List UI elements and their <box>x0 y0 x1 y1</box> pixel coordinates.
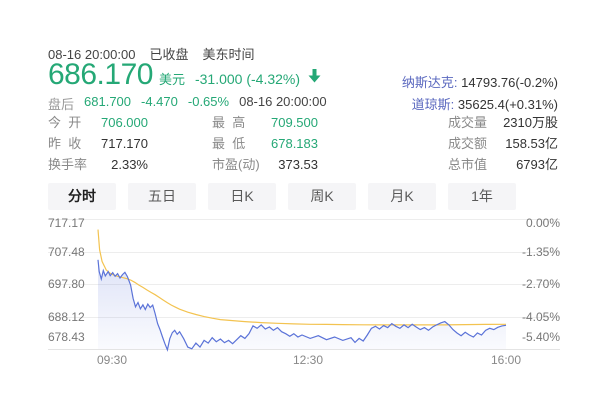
stats-column-1: 今 开 706.000 昨 收 717.170 换手率 2.33% <box>48 112 148 175</box>
price-row: 686.170 美元 -31.000 (-4.32%) <box>48 58 321 92</box>
stat-volume: 成交量 2310万股 <box>448 115 558 130</box>
currency-label: 美元 <box>158 72 185 87</box>
minute-chart[interactable]: 717.17 707.48 697.80 688.12 678.43 0.00%… <box>48 212 560 362</box>
y-axis-price-label: 717.17 <box>48 216 85 230</box>
price-plot[interactable] <box>97 219 507 352</box>
y-axis-pct-label: -4.05% <box>521 310 560 324</box>
tab-five-day[interactable]: 五日 <box>128 183 196 210</box>
tab-weekly-k[interactable]: 周K <box>288 183 356 210</box>
y-axis-price-label: 678.43 <box>48 330 85 344</box>
x-axis: 09:30 12:30 16:00 <box>0 353 600 369</box>
x-tick-open: 09:30 <box>96 353 128 367</box>
gridline-1 <box>48 251 560 253</box>
tab-minute[interactable]: 分时 <box>48 183 116 210</box>
after-hours-price: 681.700 <box>84 94 132 109</box>
timezone-label: 美东时间 <box>202 47 255 62</box>
y-axis-price-label: 697.80 <box>48 277 85 291</box>
price-area-fill <box>98 259 506 350</box>
y-axis-price-label: 707.48 <box>48 245 85 259</box>
nasdaq-value: 14793.76(-0.2%) <box>461 75 558 90</box>
key-stats: 今 开 706.000 昨 收 717.170 换手率 2.33% 最 高 70… <box>48 112 558 176</box>
tab-monthly-k[interactable]: 月K <box>368 183 436 210</box>
after-hours-label: 盘后 <box>48 97 75 112</box>
index-dowjones[interactable]: 道琼斯: 35625.4(+0.31%) <box>402 94 558 116</box>
tab-one-year[interactable]: 1年 <box>448 183 516 210</box>
stat-high: 最 高 709.500 <box>212 115 318 130</box>
dowjones-value: 35625.4(+0.31%) <box>457 97 558 112</box>
stat-pe-ratio: 市盈(动) 373.53 <box>212 157 318 172</box>
stat-prev-close: 昨 收 717.170 <box>48 136 148 151</box>
price-change: -31.000 (-4.32%) <box>194 71 301 87</box>
y-axis-pct-label: 0.00% <box>525 216 560 230</box>
y-axis-pct-label: -1.35% <box>521 245 560 259</box>
after-hours-time: 08-16 20:00:00 <box>239 94 327 109</box>
gridline-0 <box>48 219 560 220</box>
stat-turnover-rate: 换手率 2.33% <box>48 157 148 172</box>
gridline-4 <box>48 349 560 350</box>
after-hours-change-pct: -0.65% <box>187 94 230 109</box>
stat-low: 最 低 678.183 <box>212 136 318 151</box>
current-price: 686.170 <box>48 58 153 91</box>
stat-open: 今 开 706.000 <box>48 115 148 130</box>
y-axis-pct-label: -5.40% <box>521 330 560 344</box>
stat-market-cap: 总市值 6793亿 <box>448 157 558 172</box>
index-nasdaq[interactable]: 纳斯达克: 14793.76(-0.2%) <box>402 72 558 94</box>
stats-column-3: 成交量 2310万股 成交额 158.53亿 总市值 6793亿 <box>448 112 558 175</box>
after-hours-change: -4.470 <box>141 94 178 109</box>
stat-amount: 成交额 158.53亿 <box>448 136 558 151</box>
y-axis-price-label: 688.12 <box>48 310 85 324</box>
quote-datetime: 08-16 20:00:00 <box>48 47 136 62</box>
x-tick-midday: 12:30 <box>292 353 324 367</box>
nasdaq-label: 纳斯达克: <box>401 75 458 90</box>
after-hours-row: 盘后 681.700 -4.470 -0.65% 08-16 20:00:00 <box>48 94 327 113</box>
market-status-line: 08-16 20:00:00 已收盘 美东时间 <box>48 44 269 63</box>
avg-price-line <box>97 229 507 326</box>
dowjones-label: 道琼斯: <box>411 97 455 112</box>
down-arrow-icon <box>308 68 321 88</box>
gridline-3 <box>48 316 560 318</box>
gridline-2 <box>48 284 560 285</box>
price-line <box>97 259 507 352</box>
stats-column-2: 最 高 709.500 最 低 678.183 市盈(动) 373.53 <box>212 112 318 175</box>
y-axis-pct-label: -2.70% <box>521 277 560 291</box>
tab-daily-k[interactable]: 日K <box>208 183 276 210</box>
x-tick-close: 16:00 <box>490 353 522 367</box>
market-status: 已收盘 <box>149 47 189 62</box>
chart-period-tabs: 分时 五日 日K 周K 月K 1年 <box>48 183 516 210</box>
market-indices: 纳斯达克: 14793.76(-0.2%) 道琼斯: 35625.4(+0.31… <box>402 72 558 116</box>
